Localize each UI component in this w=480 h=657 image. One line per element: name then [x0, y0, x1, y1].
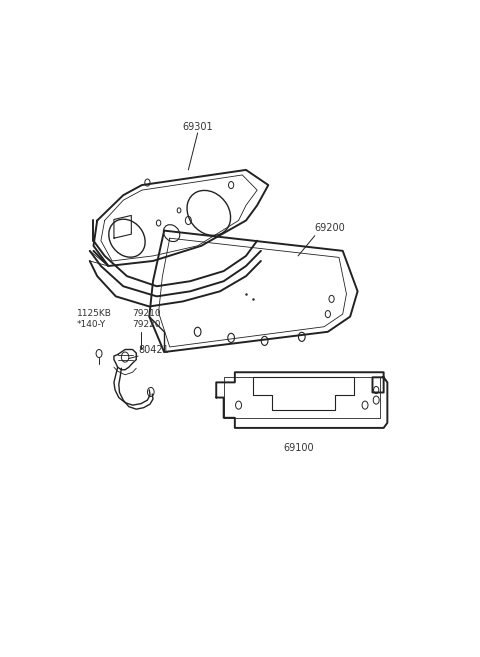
- Text: 79210
79220: 79210 79220: [132, 309, 161, 329]
- Text: 69100: 69100: [283, 443, 314, 453]
- Text: 69200: 69200: [315, 223, 346, 233]
- Text: 69301: 69301: [182, 122, 213, 132]
- Text: 1125KB
*140-Y: 1125KB *140-Y: [77, 309, 112, 329]
- Text: 80421: 80421: [138, 344, 169, 355]
